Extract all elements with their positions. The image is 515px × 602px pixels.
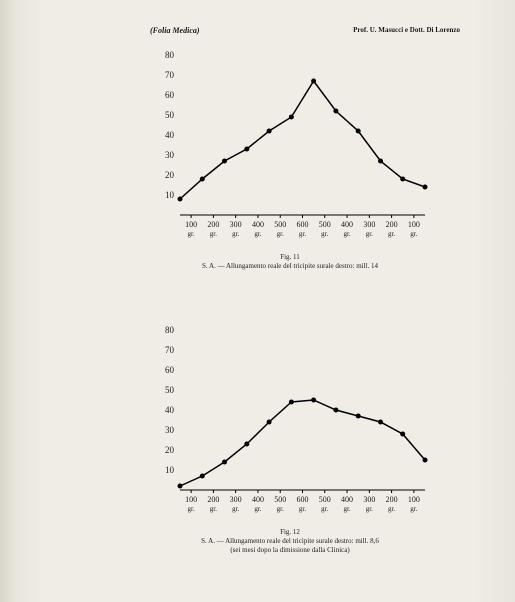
svg-text:gr.: gr. <box>343 230 350 238</box>
svg-text:gr.: gr. <box>343 505 350 513</box>
svg-text:gr.: gr. <box>188 505 195 513</box>
svg-text:gr.: gr. <box>366 230 373 238</box>
svg-text:300: 300 <box>363 495 375 504</box>
svg-text:gr.: gr. <box>321 505 328 513</box>
svg-text:20: 20 <box>165 445 175 455</box>
svg-text:400: 400 <box>252 495 264 504</box>
svg-text:gr.: gr. <box>388 230 395 238</box>
svg-text:gr.: gr. <box>321 230 328 238</box>
svg-text:200: 200 <box>207 495 219 504</box>
svg-text:gr.: gr. <box>410 230 417 238</box>
svg-text:gr.: gr. <box>232 230 239 238</box>
svg-text:gr.: gr. <box>366 505 373 513</box>
svg-text:100: 100 <box>408 220 420 229</box>
svg-text:40: 40 <box>165 130 175 140</box>
svg-text:gr.: gr. <box>388 505 395 513</box>
svg-text:200: 200 <box>207 220 219 229</box>
svg-text:gr.: gr. <box>254 505 261 513</box>
figure-12-desc2: (sei mesi dopo la dimissione dalla Clini… <box>150 546 430 555</box>
svg-text:50: 50 <box>165 110 175 120</box>
svg-text:100: 100 <box>408 495 420 504</box>
svg-text:10: 10 <box>165 190 175 200</box>
svg-text:50: 50 <box>165 385 175 395</box>
svg-text:500: 500 <box>319 495 331 504</box>
svg-text:500: 500 <box>274 495 286 504</box>
svg-text:70: 70 <box>165 70 175 80</box>
figure-12-desc: S. A. — Allungamento reale del tricipite… <box>150 537 430 546</box>
svg-text:60: 60 <box>165 365 175 375</box>
svg-text:100: 100 <box>185 220 197 229</box>
svg-text:20: 20 <box>165 170 175 180</box>
svg-text:200: 200 <box>386 220 398 229</box>
svg-text:300: 300 <box>230 495 242 504</box>
svg-text:300: 300 <box>230 220 242 229</box>
svg-text:30: 30 <box>165 425 175 435</box>
svg-text:400: 400 <box>341 220 353 229</box>
svg-text:gr.: gr. <box>210 505 217 513</box>
svg-text:80: 80 <box>165 325 175 335</box>
figure-11-chart: 1020304050607080100gr.200gr.300gr.400gr.… <box>150 50 430 250</box>
figure-11-container: 1020304050607080100gr.200gr.300gr.400gr.… <box>150 50 430 271</box>
svg-text:60: 60 <box>165 90 175 100</box>
svg-text:30: 30 <box>165 150 175 160</box>
svg-text:gr.: gr. <box>254 230 261 238</box>
svg-text:gr.: gr. <box>299 230 306 238</box>
svg-text:300: 300 <box>363 220 375 229</box>
svg-text:10: 10 <box>165 465 175 475</box>
svg-text:100: 100 <box>185 495 197 504</box>
figure-12-label: Fig. 12 <box>150 528 430 537</box>
svg-text:400: 400 <box>252 220 264 229</box>
figure-12-container: 1020304050607080100gr.200gr.300gr.400gr.… <box>150 325 430 555</box>
svg-text:400: 400 <box>341 495 353 504</box>
page-header: (Folia Medica) Prof. U. Masucci e Dott. … <box>0 26 515 35</box>
svg-text:gr.: gr. <box>299 505 306 513</box>
svg-text:70: 70 <box>165 345 175 355</box>
svg-text:40: 40 <box>165 405 175 415</box>
svg-text:gr.: gr. <box>210 230 217 238</box>
figure-12-chart: 1020304050607080100gr.200gr.300gr.400gr.… <box>150 325 430 525</box>
header-journal: (Folia Medica) <box>150 26 200 35</box>
svg-text:gr.: gr. <box>277 230 284 238</box>
header-authors: Prof. U. Masucci e Dott. Di Lorenzo <box>353 26 460 35</box>
figure-11-caption: Fig. 11 S. A. — Allungamento reale del t… <box>150 253 430 271</box>
svg-text:500: 500 <box>274 220 286 229</box>
svg-text:600: 600 <box>297 220 309 229</box>
svg-text:200: 200 <box>386 495 398 504</box>
figure-12-caption: Fig. 12 S. A. — Allungamento reale del t… <box>150 528 430 555</box>
figure-11-label: Fig. 11 <box>150 253 430 262</box>
svg-text:80: 80 <box>165 50 175 60</box>
svg-text:gr.: gr. <box>232 505 239 513</box>
figure-11-desc: S. A. — Allungamento reale del tricipite… <box>150 262 430 271</box>
svg-text:gr.: gr. <box>188 230 195 238</box>
svg-text:600: 600 <box>297 495 309 504</box>
svg-text:gr.: gr. <box>277 505 284 513</box>
svg-text:500: 500 <box>319 220 331 229</box>
svg-text:gr.: gr. <box>410 505 417 513</box>
